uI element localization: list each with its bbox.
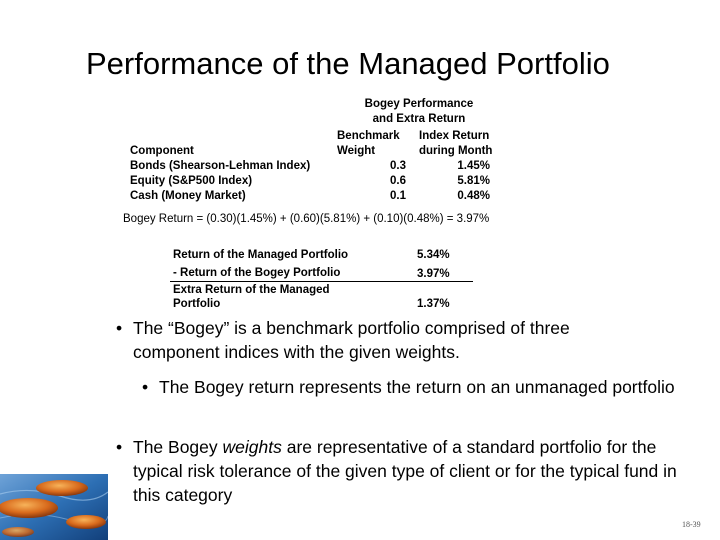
table-row-weight: 0.6 xyxy=(390,175,406,187)
col-header-weight-line2: Weight xyxy=(337,145,376,157)
bullet-text: The Bogey return represents the return o… xyxy=(159,377,675,397)
bogey-return-label: - Return of the Bogey Portfolio xyxy=(173,267,341,279)
table-row-return: 5.81% xyxy=(457,175,490,187)
extra-return-label-line1: Extra Return of the Managed xyxy=(173,284,330,296)
table-row-return: 1.45% xyxy=(457,160,490,172)
extra-return-label-line2: Portfolio xyxy=(173,298,221,310)
extra-return-value: 1.37% xyxy=(417,298,450,310)
bullet-text-part: are representative of a standard portfol… xyxy=(133,437,677,505)
extra-return-label: Extra Return of the Managed Portfolio xyxy=(173,283,330,311)
bogey-return-value: 3.97% xyxy=(417,268,450,280)
decorative-stones-image xyxy=(0,474,108,540)
sub-bullet-item: • The Bogey return represents the return… xyxy=(142,375,702,399)
bogey-formula: Bogey Return = (0.30)(1.45%) + (0.60)(5.… xyxy=(123,213,490,225)
managed-return-value: 5.34% xyxy=(417,249,450,261)
subtraction-rule xyxy=(170,281,473,282)
bullet-glyph: • xyxy=(142,377,149,397)
col-header-return: Index Return during Month xyxy=(419,129,492,159)
table-row-component: Equity (S&P500 Index) xyxy=(130,175,253,187)
col-header-return-line2: during Month xyxy=(419,145,493,157)
stones-in-water-graphic xyxy=(0,474,108,540)
bullet-text: The Bogey weights are representative of … xyxy=(116,435,706,507)
bullet-glyph: • xyxy=(116,437,123,457)
col-header-weight: Benchmark Weight xyxy=(337,129,400,159)
table-row-return: 0.48% xyxy=(457,190,490,202)
table-row-component: Cash (Money Market) xyxy=(130,190,246,202)
col-header-weight-line1: Benchmark xyxy=(337,130,400,142)
bullet-text-emphasis: weights xyxy=(222,437,282,457)
table-heading: Bogey Performance and Extra Return xyxy=(344,97,494,127)
table-row-weight: 0.1 xyxy=(390,190,406,202)
table-row-component: Bonds (Shearson-Lehman Index) xyxy=(130,160,311,172)
col-header-return-line1: Index Return xyxy=(419,130,490,142)
table-heading-line1: Bogey Performance xyxy=(364,98,474,110)
bullet-glyph: • xyxy=(116,318,123,338)
managed-return-label: Return of the Managed Portfolio xyxy=(173,249,349,261)
bullet-text: The “Bogey” is a benchmark portfolio com… xyxy=(133,318,570,362)
slide-number: 18-39 xyxy=(682,520,701,529)
table-heading-line2: and Extra Return xyxy=(372,113,466,125)
bullet-item: • The “Bogey” is a benchmark portfolio c… xyxy=(116,316,656,364)
bullet-item: • The Bogey weights are representative o… xyxy=(116,435,706,507)
page-title: Performance of the Managed Portfolio xyxy=(86,46,610,81)
col-header-component: Component xyxy=(130,145,194,157)
table-row-weight: 0.3 xyxy=(390,160,406,172)
bullet-text-part: The Bogey xyxy=(133,437,223,457)
